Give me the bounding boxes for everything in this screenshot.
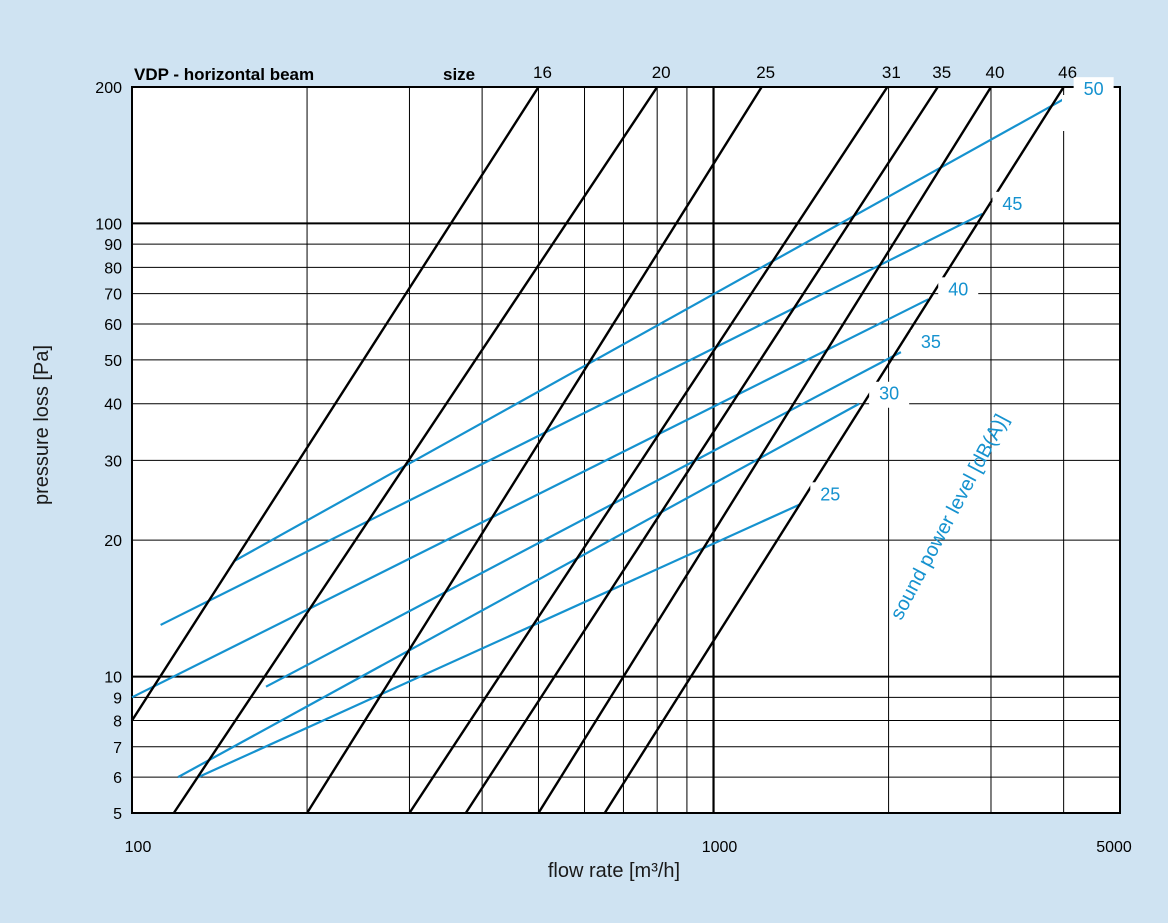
sound-label-bg: [810, 482, 851, 509]
size-line-31: [408, 86, 889, 814]
size-labels: 16 20 25 31 35 40 46: [533, 63, 1077, 82]
sound-label-25: 25: [820, 484, 840, 504]
y-axis-label: pressure loss [Pa]: [31, 345, 53, 505]
sound-label-bg: [1073, 77, 1114, 104]
x-tick-label: 100: [125, 839, 152, 856]
x-axis-label: flow rate [m³/h]: [548, 860, 680, 882]
sound-label-bg: [910, 330, 951, 357]
y-tick-label: 8: [113, 713, 122, 730]
sound-line-30: [177, 402, 860, 779]
sound-label-40: 40: [948, 279, 968, 299]
sound-label-35: 35: [921, 332, 941, 352]
sound-line-50: [233, 98, 1065, 562]
x-tick-label: 1000: [702, 839, 738, 856]
tick-labels: 100 1000 5000 200 100 90 80 70 60 50 40 30 20 10 9 8 7 6 5: [95, 80, 1132, 856]
size-lines: [130, 86, 1065, 814]
sound-line-25: [197, 503, 801, 779]
sound-label-bg: [992, 191, 1033, 218]
y-tick-label: 50: [104, 353, 122, 370]
y-tick-label: 20: [104, 533, 122, 550]
y-tick-label: 60: [104, 317, 122, 334]
size-line-46: [603, 86, 1065, 814]
y-tick-label: 100: [95, 216, 122, 233]
y-tick-label: 7: [113, 740, 122, 757]
size-label-25: 25: [756, 63, 775, 82]
y-tick-label: 5: [113, 806, 122, 823]
size-line-20: [172, 86, 659, 814]
y-tick-label: 10: [104, 670, 122, 687]
sound-line-35: [265, 351, 902, 688]
size-label-16: 16: [533, 63, 552, 82]
sound-label-bg: [869, 381, 910, 408]
size-line-25: [306, 86, 763, 814]
sound-labels: 50 45 40 35 30 25: [810, 77, 1114, 509]
sound-label-bg: [938, 277, 979, 304]
x-tick-label: 5000: [1096, 839, 1132, 856]
size-label-46: 46: [1058, 63, 1077, 82]
y-tick-label: 30: [104, 453, 122, 470]
sound-label-50: 50: [1084, 79, 1104, 99]
grid-layer: [132, 87, 1120, 813]
y-tick-label: 80: [104, 260, 122, 277]
size-line-16: [130, 86, 540, 722]
y-tick-label: 6: [113, 770, 122, 787]
sound-label-30: 30: [879, 384, 899, 404]
sound-line-40: [131, 298, 929, 699]
size-label-20: 20: [652, 63, 671, 82]
y-tick-label: 200: [95, 80, 122, 97]
size-header: size: [443, 65, 475, 84]
y-tick-label: 90: [104, 237, 122, 254]
size-label-40: 40: [986, 63, 1005, 82]
size-line-35: [464, 86, 939, 814]
sound-label-45: 45: [1002, 194, 1022, 214]
size-label-35: 35: [932, 63, 951, 82]
sound-line-45: [160, 212, 983, 626]
sound-lines: [131, 98, 1065, 779]
chart-title: VDP - horizontal beam: [134, 65, 314, 84]
y-tick-label: 9: [113, 690, 122, 707]
size-label-31: 31: [882, 63, 901, 82]
y-tick-label: 70: [104, 287, 122, 304]
y-tick-label: 40: [104, 397, 122, 414]
size-line-40: [537, 86, 993, 814]
